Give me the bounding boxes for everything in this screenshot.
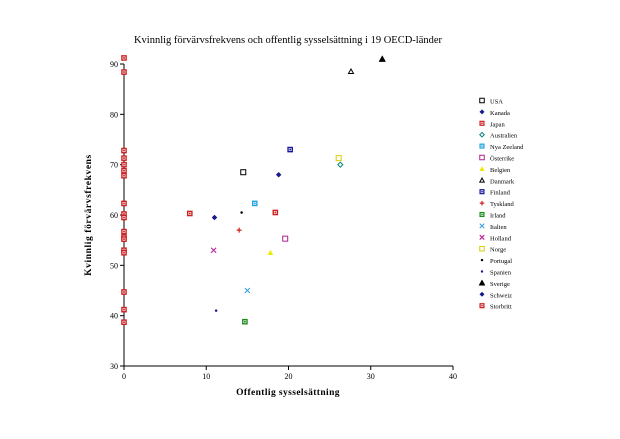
legend-marker <box>479 97 485 104</box>
legend-label: Australien <box>490 133 518 140</box>
axis-data-point <box>121 214 127 221</box>
legend-marker <box>479 200 485 206</box>
legend-label: Sverige <box>490 281 510 288</box>
legend-label: Österrike <box>490 156 514 163</box>
data-point <box>378 55 386 62</box>
axis-data-point <box>121 147 127 154</box>
legend-marker <box>479 291 485 297</box>
axis-data-point <box>121 69 127 75</box>
data-point <box>214 309 218 312</box>
data-points <box>121 55 386 326</box>
axis-data-point <box>121 306 127 313</box>
legend-marker <box>479 131 485 138</box>
data-point <box>211 214 218 221</box>
data-point <box>287 146 293 153</box>
y-tick-label: 70 <box>110 161 118 170</box>
data-point <box>240 169 247 176</box>
axes <box>123 64 453 367</box>
legend-marker <box>479 120 485 126</box>
x-tick-label: 30 <box>367 372 375 381</box>
axis-data-point <box>121 200 127 207</box>
legend-marker <box>478 279 486 286</box>
legend-marker <box>479 223 485 229</box>
legend-label: Holland <box>490 235 512 242</box>
x-tick-label: 40 <box>449 372 457 381</box>
legend-label: Finland <box>490 190 511 197</box>
legend-label: Schweiz <box>490 292 512 299</box>
legend-label: Tyskland <box>490 201 514 208</box>
data-point <box>240 211 243 214</box>
x-tick-label: 20 <box>285 372 293 381</box>
y-tick-label: 90 <box>110 60 118 69</box>
y-axis-label: Kvinnlig förvärvsfrekvens <box>84 154 94 276</box>
data-point <box>244 287 251 294</box>
data-point <box>282 235 289 242</box>
y-tick-label: 50 <box>110 261 118 270</box>
axis-data-point <box>121 289 127 295</box>
legend-marker <box>478 177 486 183</box>
data-point <box>267 249 274 255</box>
legend-label: USA <box>490 99 503 106</box>
legend-marker <box>479 166 485 171</box>
legend-label: Kanada <box>490 110 510 117</box>
legend-marker <box>479 211 485 218</box>
axis-data-point <box>121 55 127 61</box>
legend-marker <box>480 270 484 273</box>
legend-marker <box>480 258 484 262</box>
axis-data-point <box>121 167 127 174</box>
axis-data-point <box>121 249 127 256</box>
legend-marker <box>479 154 485 161</box>
legend-label: Storbritt <box>490 304 512 311</box>
data-point <box>275 171 282 178</box>
axis-data-point <box>121 319 127 326</box>
axis-data-point <box>121 228 127 235</box>
legend-label: Japan <box>490 121 506 128</box>
legend-label: Portugal <box>490 258 512 265</box>
y-tick-label: 40 <box>110 312 118 321</box>
legend-label: Irland <box>490 213 506 220</box>
legend-marker <box>479 143 485 149</box>
y-tick-label: 30 <box>110 362 118 371</box>
legend-marker <box>479 109 485 115</box>
axis-data-point <box>121 172 127 179</box>
y-tick-label: 80 <box>110 110 118 119</box>
x-tick-label: 0 <box>122 372 126 381</box>
legend-marker <box>479 234 485 240</box>
data-point <box>272 209 279 216</box>
data-point <box>335 155 342 162</box>
x-tick-label: 10 <box>202 372 210 381</box>
tick-labels: 30 40 50 60 70 80 90 0 10 20 30 40 <box>110 60 457 381</box>
legend-marker <box>479 189 485 195</box>
axis-data-point <box>121 161 127 168</box>
legend-label: Spanien <box>490 270 512 277</box>
axis-data-point <box>121 236 127 242</box>
legend: USA Kanada Japan Australien Nya Zeeland Öster… <box>478 97 524 311</box>
data-point <box>242 318 248 325</box>
legend-label: Nya Zeeland <box>490 144 524 151</box>
data-point <box>187 210 193 217</box>
data-point <box>251 200 258 207</box>
legend-label: Belgien <box>490 167 511 174</box>
data-point <box>210 247 217 254</box>
axis-data-point <box>121 155 127 161</box>
x-axis-label: Offentlig sysselsättning <box>236 388 340 398</box>
legend-marker <box>479 245 485 252</box>
legend-label: Danmark <box>490 178 515 185</box>
legend-marker <box>479 303 485 309</box>
chart-title: Kvinnlig förvärvsfrekvens och offentlig … <box>134 35 443 46</box>
legend-label: Italien <box>490 224 507 231</box>
data-point <box>337 161 344 168</box>
data-point <box>236 227 242 233</box>
data-point <box>347 68 355 75</box>
legend-label: Norge <box>490 247 506 254</box>
y-tick-label: 60 <box>110 211 118 220</box>
